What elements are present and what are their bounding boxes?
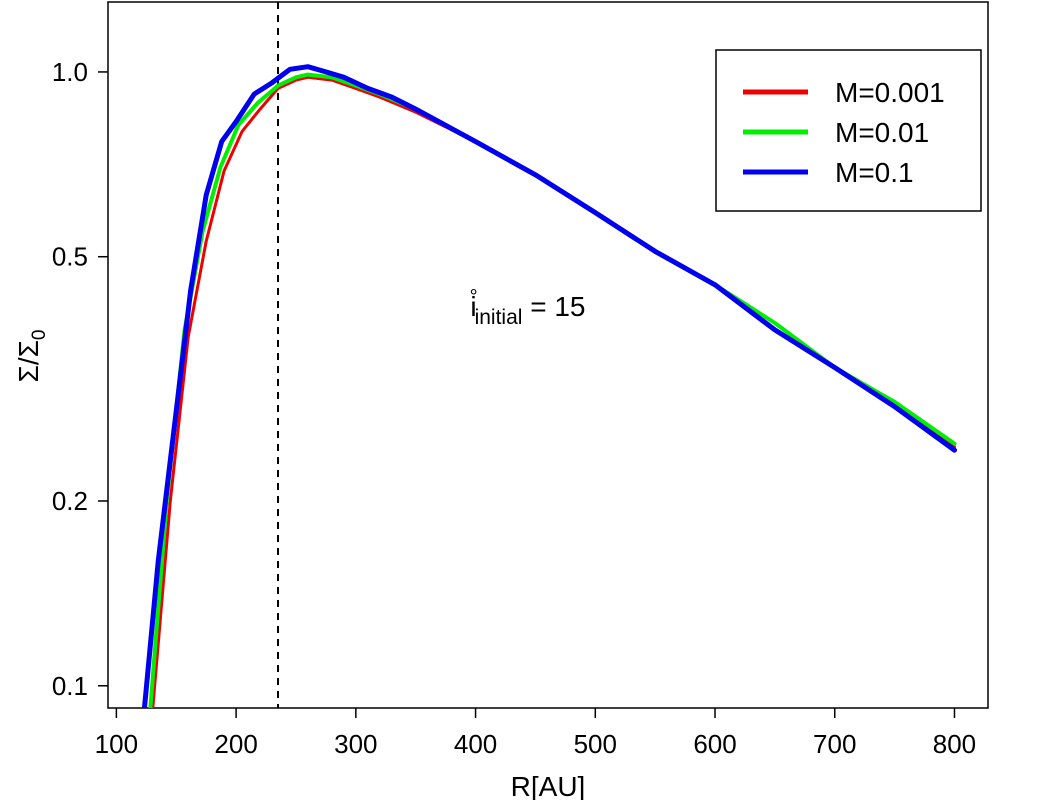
x-axis: 100 200 300 400 500 600 700 800 (95, 708, 976, 759)
x-tick-label-700: 700 (813, 729, 856, 759)
x-tick-label-100: 100 (95, 729, 138, 759)
plot-frame (107, 1, 989, 709)
x-tick-label-600: 600 (693, 729, 736, 759)
y-axis-label: Σ/Σ0 (13, 330, 50, 383)
y-axis-label-main: Σ/Σ (13, 340, 44, 382)
legend-label-1: M=0.001 (835, 77, 945, 108)
x-tick-label-500: 500 (574, 729, 617, 759)
inclination-annotation: i° initial = 15 (470, 286, 586, 329)
x-tick-label-800: 800 (933, 729, 976, 759)
x-tick-label-300: 300 (334, 729, 377, 759)
legend-label-2: M=0.01 (835, 117, 929, 148)
y-axis-label-sub: 0 (29, 330, 50, 341)
annotation-value: = 15 (522, 291, 585, 322)
y-tick-label-0.5: 0.5 (52, 242, 88, 272)
series-lines (141, 64, 957, 708)
x-tick-label-200: 200 (214, 729, 257, 759)
y-tick-label-0.2: 0.2 (52, 486, 88, 516)
y-tick-label-1: 1.0 (52, 57, 88, 87)
legend: M=0.001 M=0.01 M=0.1 (715, 49, 982, 212)
y-axis: 0.1 0.2 0.5 1.0 (52, 57, 108, 701)
annotation-degree: ° (470, 286, 478, 308)
annotation-subscript: initial (475, 306, 523, 329)
legend-label-3: M=0.1 (835, 157, 914, 188)
y-tick-label-0.1: 0.1 (52, 671, 88, 701)
series-line-3 (141, 64, 957, 708)
x-axis-label: R[AU] (511, 771, 586, 800)
x-tick-label-400: 400 (454, 729, 497, 759)
annotation-base: i (470, 291, 476, 322)
